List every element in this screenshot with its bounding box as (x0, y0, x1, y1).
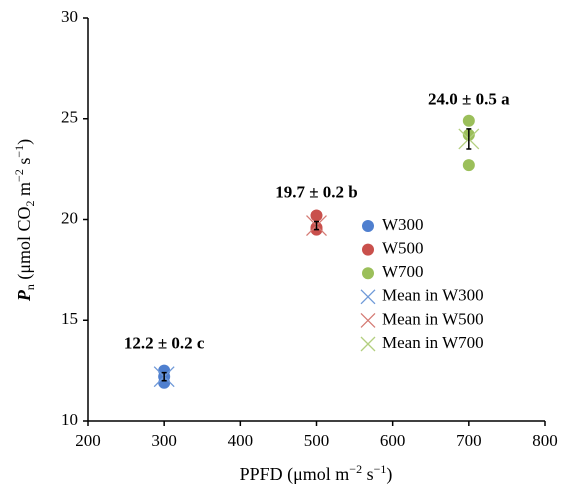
annotation: 24.0 ± 0.5 a (428, 90, 510, 109)
y-label-sup: −1 (12, 145, 26, 158)
legend-marker (360, 336, 376, 352)
x-axis-label: PPFD (μmol m−2 s−1) (240, 462, 393, 485)
y-label-part: ) (14, 139, 35, 145)
error-bar (466, 128, 472, 150)
x-label-part: ) (386, 464, 392, 485)
y-tick-label: 15 (61, 309, 78, 328)
legend-label: Mean in W700 (382, 333, 484, 352)
y-label-part: P (14, 289, 34, 302)
point (462, 159, 475, 172)
x-tick-label: 500 (304, 431, 330, 450)
x-label-sup: −1 (374, 462, 387, 476)
error-bar (314, 220, 319, 231)
y-label-sub: 2 (23, 200, 37, 206)
annotation: 12.2 ± 0.2 c (124, 334, 205, 353)
y-label-sup: −2 (12, 169, 26, 182)
legend-label: Mean in W300 (382, 286, 484, 305)
error-bar (161, 371, 167, 382)
point (462, 114, 475, 127)
y-tick-label: 25 (61, 108, 78, 127)
legend-marker (360, 312, 376, 328)
x-tick-label: 600 (380, 431, 406, 450)
y-label-part: (μmol CO (14, 206, 35, 284)
x-tick-label: 800 (532, 431, 558, 450)
legend-marker (362, 267, 374, 280)
legend-label: W500 (382, 239, 424, 258)
x-label-part: s (362, 464, 374, 484)
y-axis-label: Pn (μmol CO2 m−2 s−1) (12, 139, 37, 302)
y-tick-label: 20 (61, 208, 78, 227)
x-label-part: PPFD (μmol m (240, 464, 350, 485)
x-label-sup: −2 (349, 462, 362, 476)
x-tick-label: 200 (75, 431, 101, 450)
x-tick-label: 300 (151, 431, 177, 450)
point (310, 209, 323, 222)
y-tick-label: 30 (61, 7, 78, 26)
y-label-part: m (14, 182, 34, 201)
y-label-part: s (14, 158, 34, 170)
x-tick-label: 400 (228, 431, 254, 450)
y-label-sub: n (23, 284, 37, 290)
legend-label: W300 (382, 215, 424, 234)
legend-label: Mean in W500 (382, 309, 484, 328)
legend-marker (362, 243, 374, 256)
annotation: 19.7 ± 0.2 b (275, 182, 358, 201)
legend-marker (360, 289, 376, 305)
x-tick-label: 700 (456, 431, 482, 450)
y-tick-label: 10 (61, 410, 78, 429)
legend-label: W700 (382, 262, 424, 281)
legend-marker (362, 220, 374, 232)
